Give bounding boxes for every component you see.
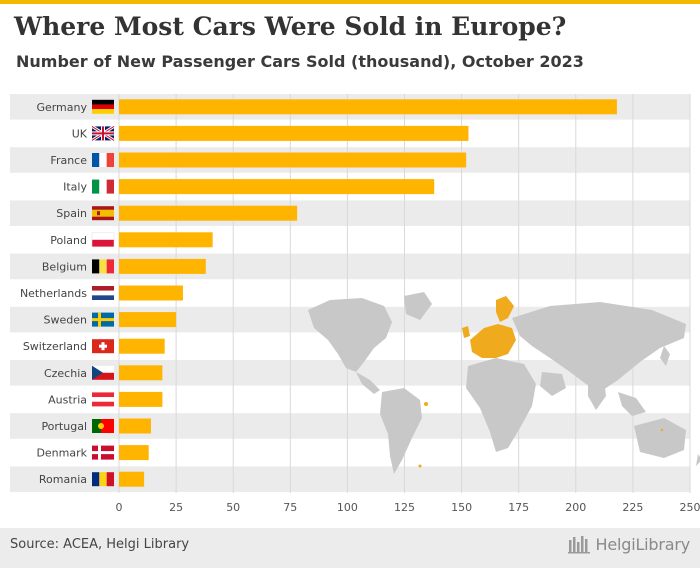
bar-romania xyxy=(119,471,145,487)
belgium-flag xyxy=(92,259,114,274)
map-europe xyxy=(424,402,428,406)
category-label: Sweden xyxy=(44,314,87,327)
library-icon xyxy=(567,536,590,554)
bar-poland xyxy=(119,232,213,248)
germany-flag xyxy=(92,99,114,114)
uk-flag xyxy=(91,125,115,142)
map-europe xyxy=(660,428,664,432)
map-land xyxy=(466,358,536,452)
bar-belgium xyxy=(119,258,206,274)
bar-portugal xyxy=(119,418,151,434)
x-tick-label: 50 xyxy=(226,501,240,514)
bar-switzerland xyxy=(119,338,165,354)
map-land xyxy=(356,372,380,394)
spain-flag xyxy=(92,206,114,221)
accent-bar xyxy=(0,0,700,4)
map-land xyxy=(588,378,606,410)
map-land xyxy=(618,392,646,416)
footer: Source: ACEA, Helgi Library HelgiLibrary xyxy=(0,528,700,568)
x-tick-label: 150 xyxy=(451,501,472,514)
x-tick-label: 250 xyxy=(680,501,700,514)
switzerland-flag xyxy=(92,339,114,354)
france-flag xyxy=(92,153,114,167)
category-label: Belgium xyxy=(42,260,87,273)
x-tick-label: 225 xyxy=(622,501,643,514)
x-tick-label: 100 xyxy=(337,501,358,514)
bar-france xyxy=(119,152,467,168)
map-land xyxy=(380,388,422,474)
map-land xyxy=(696,454,700,466)
brand-logo: HelgiLibrary xyxy=(567,534,691,554)
x-tick-label: 125 xyxy=(394,501,415,514)
romania-flag xyxy=(92,472,114,487)
italy-flag xyxy=(92,179,114,194)
category-label: Germany xyxy=(36,101,87,114)
world-map xyxy=(308,292,700,474)
x-tick-label: 25 xyxy=(169,501,183,514)
bar-czechia xyxy=(119,365,163,381)
x-tick-label: 75 xyxy=(283,501,297,514)
bar-spain xyxy=(119,205,298,221)
source-note: Source: ACEA, Helgi Library xyxy=(10,537,190,552)
x-tick-label: 175 xyxy=(508,501,529,514)
czechia-flag xyxy=(92,365,114,380)
category-label: Netherlands xyxy=(20,287,87,300)
category-label: Denmark xyxy=(36,447,87,460)
x-tick-label: 0 xyxy=(116,501,123,514)
chart-subtitle: Number of New Passenger Cars Sold (thous… xyxy=(16,52,584,71)
bar-italy xyxy=(119,179,435,195)
brand-text: HelgiLibrary xyxy=(595,534,691,554)
map-land xyxy=(404,292,432,320)
bar-denmark xyxy=(119,445,149,461)
bar-netherlands xyxy=(119,285,183,301)
poland-flag xyxy=(91,232,115,248)
chart-title: Where Most Cars Were Sold in Europe? xyxy=(14,12,567,41)
map-land xyxy=(512,302,686,392)
category-label: Austria xyxy=(48,393,87,406)
map-europe xyxy=(462,326,470,338)
category-label: Portugal xyxy=(41,420,87,433)
bar-austria xyxy=(119,391,163,407)
map-land xyxy=(660,346,670,366)
map-europe xyxy=(470,324,516,358)
portugal-flag xyxy=(92,419,114,433)
category-label: Switzerland xyxy=(23,340,87,353)
category-label: Italy xyxy=(63,181,87,194)
bar-sweden xyxy=(119,312,177,328)
netherlands-flag xyxy=(92,286,114,300)
bar-germany xyxy=(119,99,617,115)
x-tick-label: 200 xyxy=(565,501,586,514)
map-land xyxy=(540,372,566,396)
sweden-flag xyxy=(92,312,114,327)
map-europe xyxy=(418,464,422,468)
category-label: France xyxy=(50,154,87,167)
denmark-flag xyxy=(92,445,114,460)
map-land xyxy=(308,298,392,372)
map-europe xyxy=(496,296,514,322)
category-label: Czechia xyxy=(44,367,87,380)
bar-uk xyxy=(119,125,469,141)
bar-chart: Germany UK France Italy Spain Poland Belgium Ne… xyxy=(10,94,700,514)
map-land xyxy=(634,418,686,458)
category-label: UK xyxy=(72,127,88,140)
category-label: Poland xyxy=(50,234,87,247)
category-label: Spain xyxy=(56,207,87,220)
category-label: Romania xyxy=(39,473,87,486)
austria-flag xyxy=(92,392,114,407)
